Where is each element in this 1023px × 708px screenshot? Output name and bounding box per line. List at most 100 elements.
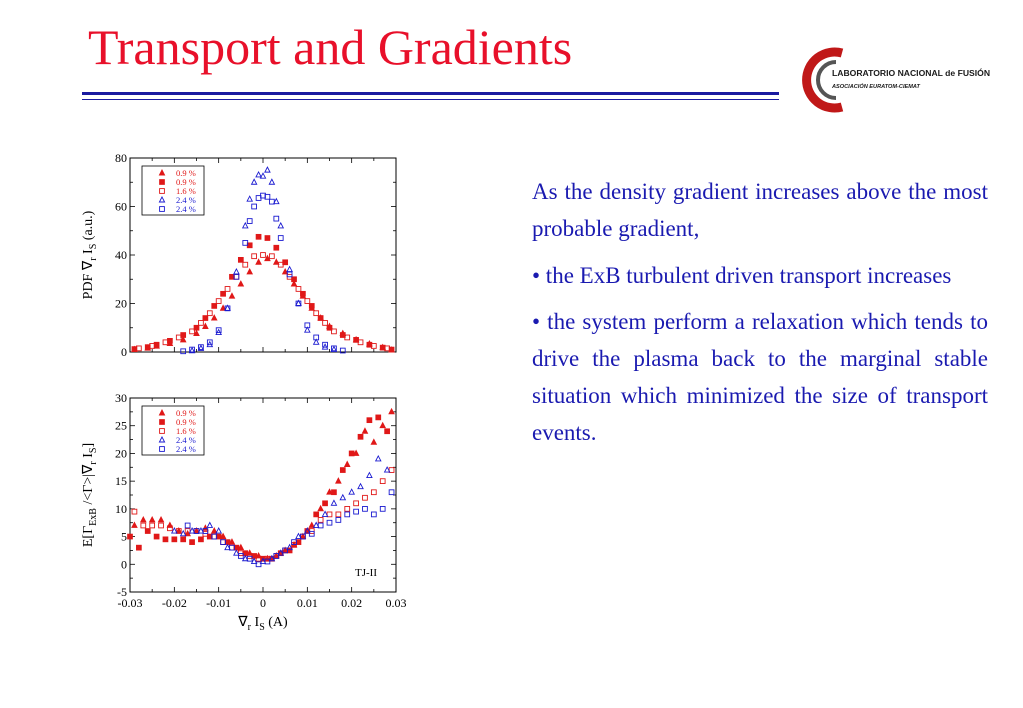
data-point <box>375 414 382 421</box>
data-point <box>273 553 280 559</box>
data-point <box>246 218 253 224</box>
legend-label: 2.4 % <box>176 435 196 445</box>
data-point <box>255 233 262 240</box>
legend-marker <box>159 179 165 185</box>
series-4 <box>184 489 395 568</box>
legend-label: 2.4 % <box>176 444 196 454</box>
data-point <box>312 338 320 345</box>
data-point <box>202 315 209 321</box>
y-axis-label-group: E[ΓExB /<Γ>|∇r IS] <box>81 443 99 547</box>
slide-body: As the density gradient increases above … <box>532 174 988 462</box>
legend-box <box>141 165 205 216</box>
data-point <box>322 500 328 507</box>
data-point <box>366 417 373 424</box>
data-point <box>241 221 249 229</box>
data-point <box>250 178 258 185</box>
data-point <box>331 345 337 352</box>
data-point <box>330 499 338 506</box>
x-axis-label-part: (A) <box>265 615 288 630</box>
data-point <box>237 280 245 287</box>
data-point <box>198 344 204 351</box>
legend-label: 1.6 % <box>176 426 196 436</box>
data-point <box>335 517 342 523</box>
data-point <box>188 527 196 534</box>
data-point <box>322 320 328 326</box>
data-point <box>264 254 271 262</box>
x-tick-label: 0.02 <box>341 596 362 610</box>
data-point <box>272 197 280 205</box>
legend-label: 0.9 % <box>176 417 196 427</box>
data-point <box>317 522 324 529</box>
data-point <box>330 345 338 353</box>
data-point <box>331 489 337 496</box>
data-point <box>131 508 138 515</box>
y-axis-label: E[ΓExB /<Γ>|∇r IS] <box>81 443 99 547</box>
series-2 <box>136 252 390 352</box>
data-point <box>388 407 395 415</box>
data-point <box>335 511 342 518</box>
data-point <box>246 555 253 562</box>
data-point <box>304 322 311 329</box>
data-point <box>210 527 218 534</box>
data-point <box>379 478 386 484</box>
data-point <box>277 221 285 229</box>
data-point <box>259 172 267 179</box>
data-point <box>250 557 258 564</box>
data-point <box>269 253 275 260</box>
data-point <box>179 335 187 343</box>
data-point <box>326 488 333 495</box>
data-point <box>233 273 240 280</box>
data-point <box>388 489 395 496</box>
data-point <box>136 544 142 551</box>
y-tick-label: 20 <box>115 446 127 460</box>
data-point <box>184 522 191 529</box>
data-point <box>170 527 178 534</box>
data-point <box>273 215 280 222</box>
data-point <box>180 348 187 355</box>
legend-label: 2.4 % <box>176 204 196 214</box>
legend-marker <box>159 419 165 425</box>
data-point <box>384 345 390 352</box>
data-point <box>370 489 377 496</box>
data-point <box>197 344 205 351</box>
data-point <box>166 521 174 528</box>
data-point <box>246 195 254 202</box>
legend-marker <box>158 436 166 443</box>
x-axis-label: ∇r IS (A) <box>237 615 288 633</box>
y-axis-label: PDF ∇r IS (a.u.) <box>81 210 99 299</box>
x-tick-label: 0 <box>260 596 266 610</box>
data-point <box>171 536 178 543</box>
data-point <box>362 506 368 512</box>
data-point <box>277 549 285 556</box>
legend-marker <box>159 188 165 194</box>
data-point <box>366 471 373 479</box>
data-point <box>139 515 147 523</box>
data-point <box>215 328 223 336</box>
data-point <box>259 557 267 564</box>
data-point <box>277 261 284 268</box>
legend-marker <box>158 196 166 203</box>
data-point <box>189 539 195 545</box>
data-point <box>148 515 156 523</box>
data-point <box>321 510 329 517</box>
x-tick-label: -0.03 <box>118 596 143 610</box>
bullet-relaxation: • the system perform a relaxation which … <box>532 309 988 445</box>
data-point <box>264 193 271 200</box>
series-1 <box>127 414 390 562</box>
y-axis-label-part: I <box>81 453 96 462</box>
data-point <box>339 493 347 501</box>
x-axis-label-part: S <box>259 622 265 633</box>
legend-marker <box>159 428 165 434</box>
data-point <box>260 252 266 258</box>
chart-annotation: TJ-II <box>355 567 377 579</box>
data-point <box>255 561 262 568</box>
y-tick-label: 25 <box>115 419 127 433</box>
data-point <box>175 334 182 341</box>
data-point <box>339 347 346 354</box>
series-1 <box>131 233 395 353</box>
slide-title: Transport and Gradients <box>88 19 573 75</box>
data-point <box>277 235 284 241</box>
data-point <box>353 500 359 507</box>
data-point <box>189 346 195 353</box>
